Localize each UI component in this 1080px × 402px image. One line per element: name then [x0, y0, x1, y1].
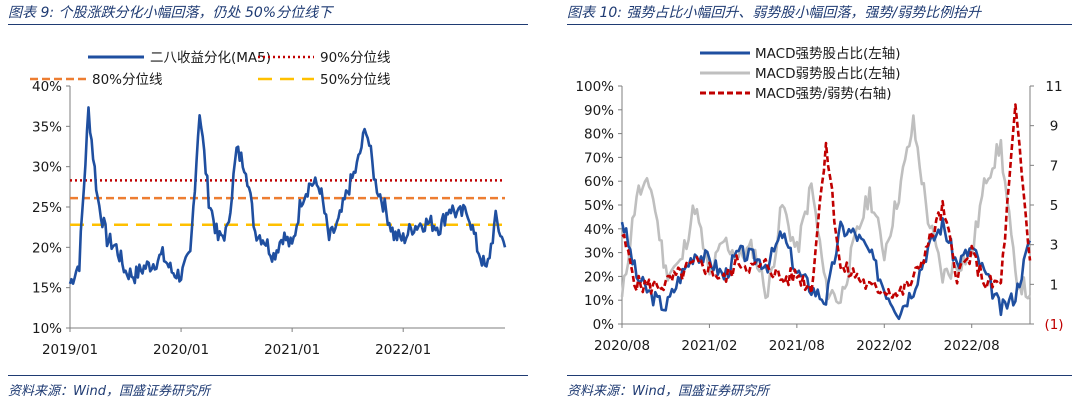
x-tick-label: 2021/08 — [769, 338, 825, 354]
x-tick-label: 2022/01 — [375, 342, 431, 358]
x-tick-label: 2022/08 — [944, 338, 1000, 354]
y-tick-label-left: 60% — [584, 174, 614, 190]
y-tick-label-left: 0% — [593, 317, 615, 333]
y-tick-label-right: 9 — [1050, 119, 1059, 135]
legend-label: MACD强势/弱势(右轴) — [755, 86, 892, 102]
right-chart-source: 资料来源：Wind，国盛证券研究所 — [567, 384, 769, 399]
y-tick-label-right: (1) — [1044, 317, 1063, 333]
y-tick-label-right: 11 — [1045, 79, 1062, 95]
y-tick-label-left: 40% — [584, 222, 614, 238]
left-chart-source: 资料来源：Wind，国盛证券研究所 — [8, 384, 210, 399]
y-tick-label-left: 10% — [584, 293, 614, 309]
left-title-rule — [8, 24, 528, 25]
right-source-rule — [567, 375, 1072, 376]
x-tick-label: 2019/01 — [42, 342, 98, 358]
y-tick-label-right: 7 — [1050, 158, 1059, 174]
right-panel: 图表 10: 强势占比小幅回升、弱势股小幅回落，强势/弱势比例抬升 100% 90… — [545, 0, 1080, 402]
y-tick-label: 10% — [32, 321, 62, 337]
legend-label: 80%分位线 — [92, 72, 163, 88]
right-chart: 100% 90% 80% 70% 60% 50% 40% 30% 20% 10% 0% 11 9 7 5 3 1… — [575, 46, 1063, 354]
y-tick-label-left: 80% — [584, 127, 614, 143]
series-line-二八收益分化(MA5) — [68, 106, 507, 285]
left-source-rule — [8, 375, 528, 376]
x-tick-label: 2020/08 — [594, 338, 650, 354]
legend-label: MACD强势股占比(左轴) — [755, 46, 901, 62]
y-tick-label-left: 50% — [584, 198, 614, 214]
y-tick-label: 25% — [32, 200, 62, 216]
y-tick-label-right: 3 — [1050, 238, 1059, 254]
x-tick-label: 2022/02 — [856, 338, 912, 354]
y-tick-label-left: 90% — [584, 103, 614, 119]
y-tick-label-left: 30% — [584, 246, 614, 262]
y-tick-label-left: 20% — [584, 269, 614, 285]
y-tick-label: 40% — [32, 79, 62, 95]
x-tick-label: 2021/02 — [681, 338, 737, 354]
legend-label: 50%分位线 — [320, 72, 391, 88]
legend-label: 二八收益分化(MA5) — [150, 50, 271, 66]
legend-label: 90%分位线 — [320, 50, 391, 66]
y-tick-label: 20% — [32, 240, 62, 256]
legend-label: MACD弱势股占比(左轴) — [755, 66, 901, 82]
left-panel: 图表 9: 个股涨跌分化小幅回落，仍处 50%分位线下 40% 35% 30% 25%… — [0, 0, 530, 402]
y-tick-label-right: 5 — [1050, 198, 1059, 214]
y-tick-label-right: 1 — [1050, 277, 1059, 293]
y-tick-label: 30% — [32, 160, 62, 176]
y-tick-label-left: 70% — [584, 150, 614, 166]
right-title-rule — [567, 24, 1072, 25]
y-tick-label: 15% — [32, 281, 62, 297]
series-line-MACD强势/弱势(右轴) — [621, 103, 1032, 299]
y-tick-label-left: 100% — [575, 79, 614, 95]
left-chart: 40% 35% 30% 25% 20% 15% 10% 2019/01 2020/01 2021/… — [30, 50, 507, 358]
x-tick-label: 2020/01 — [153, 342, 209, 358]
series-line-MACD弱势股占比(左轴) — [620, 114, 1032, 305]
y-tick-label: 35% — [32, 119, 62, 135]
series-line-MACD强势股占比(左轴) — [620, 217, 1032, 321]
right-chart-title: 图表 10: 强势占比小幅回升、弱势股小幅回落，强势/弱势比例抬升 — [567, 5, 982, 21]
x-tick-label: 2021/01 — [264, 342, 320, 358]
left-chart-title: 图表 9: 个股涨跌分化小幅回落，仍处 50%分位线下 — [8, 5, 333, 21]
